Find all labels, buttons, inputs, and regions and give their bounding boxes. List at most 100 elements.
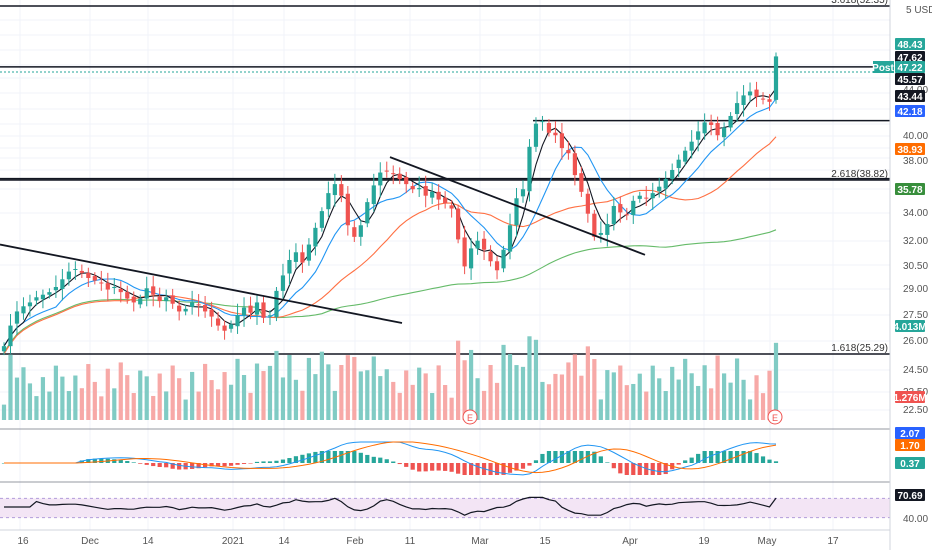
time-axis-label: Dec xyxy=(81,536,99,547)
macd-histogram-bar xyxy=(118,459,123,463)
macd-histogram-bar xyxy=(683,460,688,463)
volume-bar xyxy=(14,377,20,420)
descending-trendline[interactable] xyxy=(0,243,403,324)
candle-body xyxy=(443,197,448,204)
candle-body xyxy=(683,150,688,162)
price-badge xyxy=(895,51,925,63)
volume-bar xyxy=(215,389,221,420)
descending-trendline[interactable] xyxy=(389,156,646,256)
volume-bar xyxy=(494,382,500,420)
volume-bar xyxy=(105,368,110,420)
volume-bar xyxy=(443,385,448,420)
candle-body xyxy=(358,225,363,237)
macd-histogram-bar xyxy=(572,451,577,463)
volume-bar xyxy=(47,391,52,420)
macd-histogram-bar xyxy=(391,461,396,463)
price-badge-text: 1.276M xyxy=(893,393,926,404)
volume-bar xyxy=(352,356,357,420)
volume-bar xyxy=(709,388,714,420)
macd-histogram-bar xyxy=(585,451,590,463)
macd-histogram-bar xyxy=(280,459,286,463)
macd-histogram-bar xyxy=(676,463,681,465)
volume-bar xyxy=(488,365,493,420)
volume-bar xyxy=(254,363,260,420)
candle-body xyxy=(177,305,182,312)
volume-bar xyxy=(624,385,629,420)
rsi-pane xyxy=(0,496,890,519)
volume-bar xyxy=(313,374,318,420)
volume-bar xyxy=(683,358,688,420)
fib-level-label: 2.618(38.82) xyxy=(831,169,888,180)
volume-bar xyxy=(92,381,97,420)
candle-body xyxy=(410,186,415,190)
candle-body xyxy=(261,302,266,318)
volume-bar xyxy=(462,360,467,420)
candle-body xyxy=(151,286,156,295)
candle-body xyxy=(520,189,526,197)
price-axis-tick: 34.00 xyxy=(903,208,928,219)
macd-histogram-bar xyxy=(86,459,91,463)
volume-bar xyxy=(151,395,156,420)
macd-histogram-bar xyxy=(566,451,571,463)
volume-bar xyxy=(663,391,668,420)
macd-histogram-bar xyxy=(553,451,558,463)
time-axis[interactable]: 16 Dec 14 2021 14 Feb 11 Mar 15 Apr 19 May 17 xyxy=(17,536,839,547)
volume-bar xyxy=(773,342,779,420)
candle-body xyxy=(481,238,487,250)
candle-body xyxy=(215,318,221,326)
price-axis-tick: 26.00 xyxy=(903,336,928,347)
volume-bar xyxy=(404,370,409,420)
macd-histogram-bar xyxy=(579,451,584,463)
volume-bar xyxy=(86,364,91,420)
macd-histogram-bar xyxy=(235,463,240,465)
candle-body xyxy=(228,324,234,329)
macd-histogram-bar xyxy=(696,453,701,463)
candle-body xyxy=(47,292,52,295)
rsi-line xyxy=(4,496,777,516)
volume-bar xyxy=(378,376,383,420)
volume-bar xyxy=(196,391,201,420)
volume-bar xyxy=(326,364,331,420)
macd-histogram-bar xyxy=(624,463,629,475)
volume-bar xyxy=(53,365,58,420)
volume-bar xyxy=(99,396,104,420)
volume-bar xyxy=(722,373,727,420)
macd-badge xyxy=(895,427,925,439)
macd-histogram-bar xyxy=(339,451,344,463)
macd-histogram-bar xyxy=(313,451,318,463)
candle-body xyxy=(1,346,7,352)
candle-body xyxy=(300,252,305,263)
volume-bar xyxy=(747,399,753,420)
candle-body xyxy=(60,279,65,289)
candle-body xyxy=(196,304,201,306)
macd-histogram-bar xyxy=(248,463,253,464)
candle-body xyxy=(365,202,370,224)
macd-histogram-bar xyxy=(131,462,136,463)
candle-body xyxy=(66,271,71,280)
volume-bar xyxy=(676,379,681,420)
time-axis-label: Feb xyxy=(346,536,364,547)
candle-body xyxy=(319,211,324,228)
price-badge xyxy=(895,38,925,50)
candle-body xyxy=(611,205,616,224)
earnings-marker[interactable] xyxy=(767,409,783,425)
trendlines[interactable] xyxy=(0,156,646,324)
macd-histogram-bar xyxy=(222,463,227,467)
macd-histogram-bar xyxy=(475,463,480,475)
candle-body xyxy=(773,56,779,100)
candle-body xyxy=(572,153,577,176)
volume-bar xyxy=(190,371,195,420)
time-axis-label: 15 xyxy=(539,536,551,547)
macd-histogram-bar xyxy=(417,463,422,472)
volume-bar xyxy=(371,356,376,420)
volume-bar xyxy=(144,376,149,420)
candle-body xyxy=(287,259,292,274)
volume-bar xyxy=(228,384,234,420)
earnings-marker[interactable] xyxy=(462,409,478,425)
macd-histogram-bar xyxy=(215,463,221,466)
macd-histogram-bar xyxy=(430,463,435,471)
macd-histogram-bar xyxy=(196,463,201,469)
macd-histogram-bar xyxy=(709,451,714,463)
